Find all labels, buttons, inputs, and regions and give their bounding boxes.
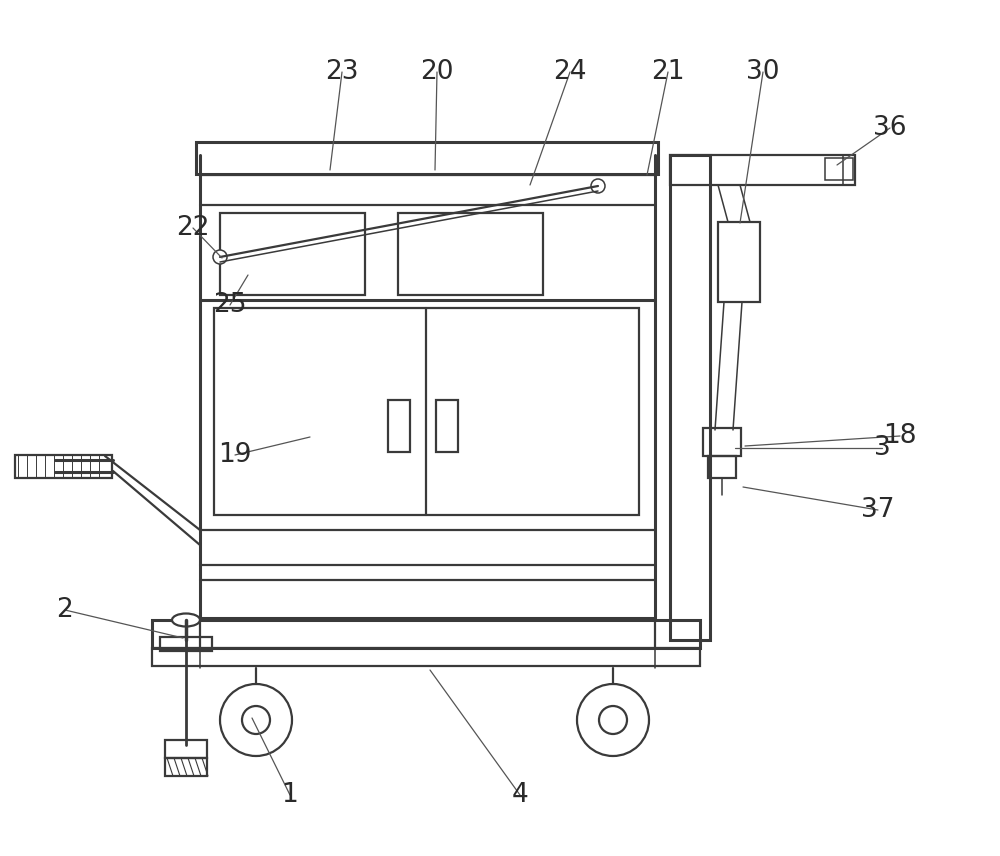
Bar xyxy=(165,740,207,758)
Text: 18: 18 xyxy=(883,423,917,449)
Bar xyxy=(436,400,458,452)
Text: 36: 36 xyxy=(873,115,907,141)
Bar xyxy=(165,758,207,776)
Circle shape xyxy=(213,250,227,264)
Bar xyxy=(670,155,855,185)
Bar xyxy=(152,620,700,648)
Bar xyxy=(214,308,639,515)
Text: 21: 21 xyxy=(651,59,685,85)
Text: 3: 3 xyxy=(874,435,890,461)
Text: 2: 2 xyxy=(57,597,73,623)
Text: 24: 24 xyxy=(553,59,587,85)
Bar xyxy=(825,158,853,180)
Bar xyxy=(708,456,736,478)
Bar xyxy=(670,155,710,640)
Text: 37: 37 xyxy=(861,497,895,523)
Bar xyxy=(703,428,741,456)
Circle shape xyxy=(591,179,605,193)
Bar xyxy=(15,455,112,478)
Bar xyxy=(398,213,543,295)
Text: 4: 4 xyxy=(512,782,528,808)
Bar xyxy=(152,648,700,666)
Text: 1: 1 xyxy=(282,782,298,808)
Bar xyxy=(718,222,760,302)
Bar xyxy=(196,142,658,174)
Bar xyxy=(160,637,212,651)
Text: 23: 23 xyxy=(325,59,359,85)
Text: 19: 19 xyxy=(218,442,252,468)
Text: 22: 22 xyxy=(176,215,210,241)
Ellipse shape xyxy=(172,614,200,627)
Bar xyxy=(220,213,365,295)
Text: 25: 25 xyxy=(213,292,247,318)
Text: 30: 30 xyxy=(746,59,780,85)
Bar xyxy=(388,400,410,452)
Text: 20: 20 xyxy=(420,59,454,85)
